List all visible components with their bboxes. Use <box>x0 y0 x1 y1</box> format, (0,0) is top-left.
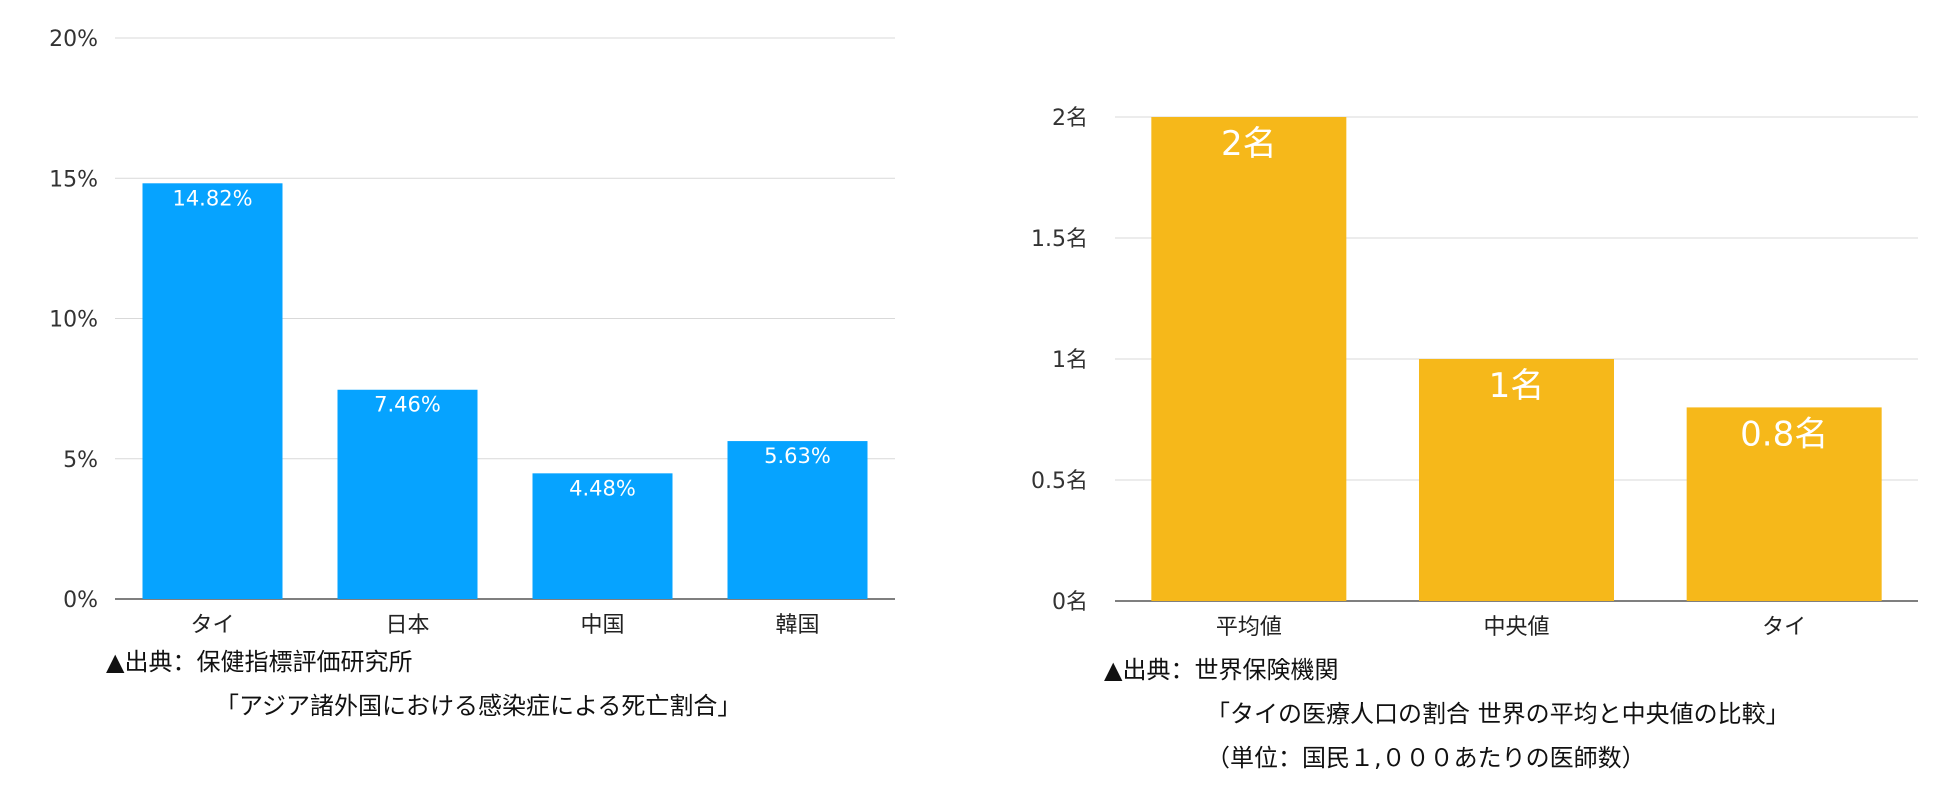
bar-value-label: 4.48% <box>569 476 636 500</box>
category-label: 中国 <box>580 613 624 638</box>
bar <box>1686 407 1882 601</box>
y-tick-label: 20% <box>49 27 98 52</box>
bar <box>727 441 868 599</box>
y-tick-label: 10% <box>49 308 98 333</box>
bar <box>1151 117 1347 601</box>
y-tick-label: 15% <box>49 167 98 192</box>
y-tick-label: 1名 <box>1052 348 1088 373</box>
right-source-unit: （単位：国民１,０００あたりの医師数） <box>1206 744 1646 772</box>
category-label: 中央値 <box>1483 615 1549 640</box>
category-label: タイ <box>190 613 234 638</box>
y-tick-label: 0.5名 <box>1031 469 1088 494</box>
bar-value-label: 5.63% <box>764 444 831 468</box>
category-label: タイ <box>1762 615 1806 640</box>
category-label: 日本 <box>385 613 429 638</box>
bar <box>1419 359 1614 601</box>
right-source-title: 「タイの医療人口の割合 世界の平均と中央値の比較」 <box>1206 700 1790 728</box>
y-tick-label: 1.5名 <box>1031 227 1088 252</box>
bar-value-label: 0.8名 <box>1740 414 1828 454</box>
left-source-line: ▲出典：保健指標評価研究所 <box>106 648 413 676</box>
left-source-title: 「アジア諸外国における感染症による死亡割合」 <box>215 692 742 720</box>
bar <box>337 389 478 599</box>
bar <box>142 183 283 599</box>
y-tick-label: 2名 <box>1052 106 1088 131</box>
bar-value-label: 7.46% <box>374 393 441 417</box>
y-tick-label: 5% <box>63 448 98 473</box>
right-source-line: ▲出典：世界保険機関 <box>1104 656 1339 684</box>
bar <box>532 473 673 599</box>
y-tick-label: 0名 <box>1052 590 1088 615</box>
category-label: 平均値 <box>1216 615 1282 640</box>
bar-value-label: 1名 <box>1489 366 1545 406</box>
y-tick-label: 0% <box>63 588 98 613</box>
category-label: 韓国 <box>775 613 819 638</box>
bar-value-label: 14.82% <box>172 186 252 210</box>
chart-infection-mortality: 0% 5% 10% 15% 20% 14.82% タイ 7.46% 日本 4.48% 中国 5.63%… <box>49 27 895 638</box>
bar-value-label: 2名 <box>1221 124 1277 164</box>
